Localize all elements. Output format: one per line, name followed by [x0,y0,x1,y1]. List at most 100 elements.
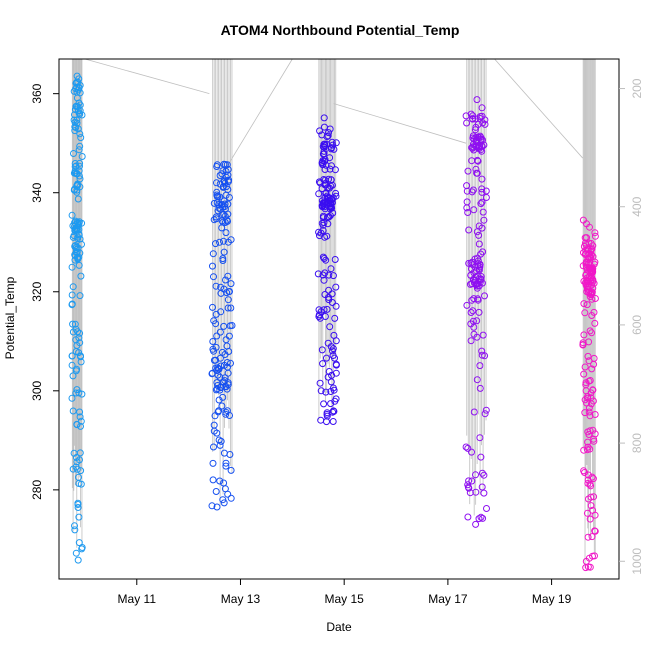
data-point [69,283,77,291]
data-point [465,484,473,492]
data-point [581,409,589,417]
data-point [325,286,333,294]
data-point [478,198,486,206]
data-point [471,115,479,123]
data-point [464,209,472,216]
data-point [466,280,474,288]
data-point [315,228,323,236]
data-point [475,515,483,523]
data-point [320,255,328,262]
data-point [224,210,232,218]
data-point [77,467,85,475]
data-point [588,365,596,373]
data-point [463,198,471,206]
data-point [227,494,235,502]
data-point [320,276,328,284]
data-point [217,289,225,297]
data-point [76,413,84,421]
data-point [71,526,79,534]
data-point [75,261,83,269]
data-point [478,469,486,477]
data-point [75,75,83,83]
data-point [220,210,228,218]
data-point [473,282,481,290]
data-point [584,479,592,487]
data-point [222,173,230,181]
data-point [472,520,480,528]
data-point [224,304,232,312]
data-point [227,304,235,312]
data-point [217,362,225,370]
data-point [323,354,330,362]
data-point [588,329,596,337]
data-point [210,199,218,207]
data-point [463,187,471,195]
data-point [72,549,80,557]
data-point [69,407,77,415]
data-point [221,161,229,168]
data-point [467,309,475,316]
data-point [323,305,331,313]
data-point [332,139,340,147]
data-point [216,238,223,246]
data-point [76,339,84,347]
data-point [475,231,483,239]
data-point [476,114,484,122]
data-point [470,408,478,416]
data-point [332,302,340,310]
data-point [477,513,485,521]
data-point [74,504,82,511]
data-point [326,165,334,173]
x-tick-label: May 13 [221,592,261,606]
data-point [326,154,334,162]
data-point [71,522,78,530]
data-point [215,407,223,415]
data-point [75,513,83,521]
data-point [332,395,340,403]
x-tick-label: May 15 [325,592,365,606]
data-point [580,446,588,454]
data-point [69,320,77,328]
data-point [478,351,486,359]
right-depth-axis: 200 400 600 800 1000 [619,78,644,575]
y-tick-label: 340 [30,182,44,202]
data-point [587,502,595,510]
data-point [75,221,82,229]
data-point [219,496,227,504]
data-point [585,431,593,438]
data-point [327,145,335,153]
data-point [325,368,333,375]
data-point [75,539,83,547]
data-point [469,134,477,142]
data-point [320,147,328,155]
data-point [324,339,332,347]
data-point [585,408,593,416]
data-point [213,332,221,340]
data-point [586,515,594,523]
data-point [330,407,338,415]
data-point [589,475,597,483]
data-point [219,257,227,264]
data-point [581,251,589,258]
data-point [479,331,487,339]
data-point [323,412,331,420]
data-point [319,201,327,209]
data-point [216,441,224,449]
data-point [584,533,592,541]
data-point [208,502,216,510]
data-point [585,338,593,346]
data-point [319,253,327,261]
data-point [315,306,323,314]
x-axis-label: Date [326,620,352,634]
data-point [478,104,486,112]
data-point [212,282,220,290]
data-point [319,360,327,368]
data-point [76,408,84,416]
data-point [580,467,588,475]
data-point [315,190,323,198]
data-point [585,377,593,385]
data-point [78,545,86,553]
data-point [482,194,490,201]
data-point [77,417,85,425]
data-point [216,172,224,179]
